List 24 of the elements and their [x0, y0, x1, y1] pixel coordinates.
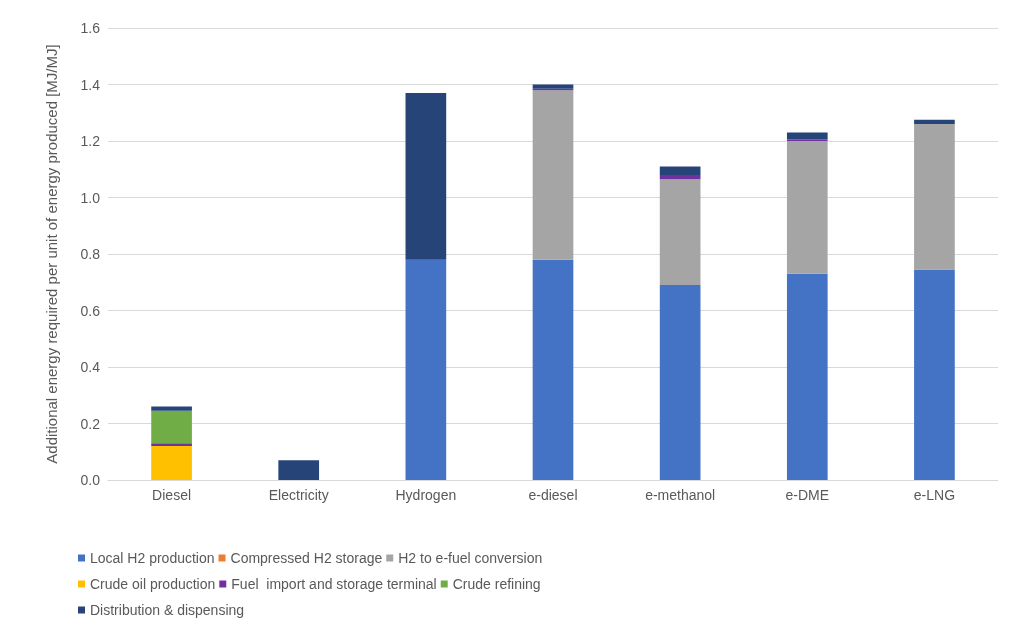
- y-tick-label: 0.0: [80, 472, 101, 488]
- legend-label: Fuel import and storage terminal: [231, 576, 437, 592]
- legend-label: Crude refining: [452, 576, 541, 592]
- x-tick-label: e-diesel: [528, 487, 578, 503]
- legend-label: Compressed H2 storage: [230, 550, 383, 566]
- y-tick-label: 0.8: [80, 246, 101, 262]
- y-tick-label: 1.4: [80, 76, 101, 93]
- legend-label: Local H2 production: [90, 550, 215, 566]
- x-tick-label: e-DME: [785, 487, 830, 503]
- x-tick-label: Hydrogen: [395, 487, 457, 503]
- x-tick-label: e-methanol: [645, 487, 716, 503]
- x-tick-label: Diesel: [152, 487, 192, 503]
- y-tick-label: 1.0: [80, 189, 101, 206]
- y-axis-title: Additional energy required per unit of energy produced [MJ/MJ]: [42, 44, 60, 464]
- y-tick-label: 1.2: [80, 133, 101, 149]
- x-tick-label: Electricity: [268, 487, 329, 503]
- legend-label: Crude oil production: [90, 576, 216, 592]
- y-tick-label: 1.6: [80, 20, 101, 36]
- y-tick-label: 0.4: [80, 359, 101, 375]
- x-tick-label: e-LNG: [913, 487, 956, 503]
- y-tick-label: 0.6: [80, 302, 101, 319]
- y-tick-label: 0.2: [80, 415, 101, 432]
- legend-label: Distribution & dispensing: [90, 602, 245, 618]
- legend-label: H2 to e-fuel conversion: [398, 550, 543, 566]
